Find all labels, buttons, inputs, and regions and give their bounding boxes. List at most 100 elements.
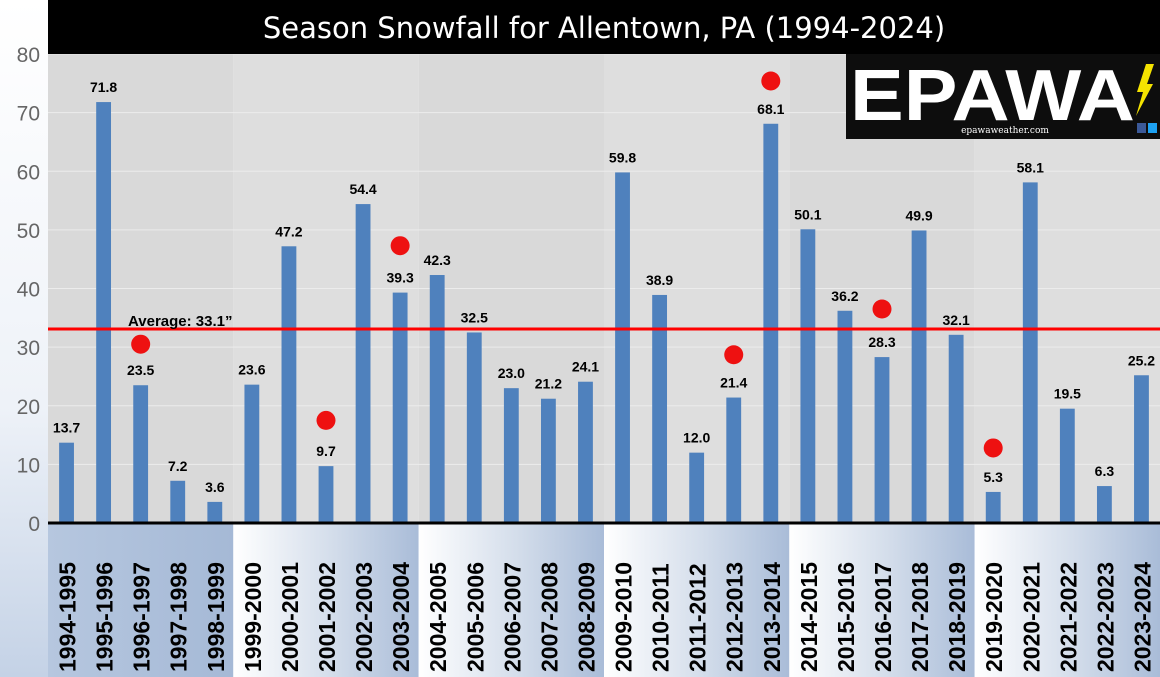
marker-dot <box>316 410 336 430</box>
value-label: 6.3 <box>1095 463 1115 479</box>
x-tick-label: 1994-1995 <box>55 562 81 672</box>
facebook-icon <box>1137 123 1146 133</box>
bar <box>244 384 260 523</box>
x-tick-label: 2006-2007 <box>499 562 525 672</box>
bar <box>874 357 890 523</box>
bar <box>837 310 853 523</box>
x-tick-label: 2015-2016 <box>833 562 859 672</box>
value-label: 23.6 <box>238 362 265 378</box>
bar <box>429 275 445 523</box>
value-label: 49.9 <box>905 207 932 223</box>
bar <box>652 294 668 523</box>
y-tick-label: 30 <box>17 337 40 360</box>
marker-dot <box>983 438 1003 458</box>
x-tick-label: 2017-2018 <box>907 562 933 672</box>
x-tick-label: 2012-2013 <box>722 562 748 672</box>
value-label: 42.3 <box>424 252 451 268</box>
value-label: 58.1 <box>1017 159 1044 175</box>
x-tick-label: 2004-2005 <box>425 562 451 672</box>
x-tick-label: 1998-1999 <box>203 562 229 672</box>
marker-dot <box>872 299 892 319</box>
value-label: 32.1 <box>943 312 970 328</box>
bar <box>355 204 371 523</box>
value-label: 7.2 <box>168 458 188 474</box>
x-tick-label: 2023-2024 <box>1129 562 1155 672</box>
value-label: 12.0 <box>683 430 710 446</box>
bar <box>1022 182 1038 524</box>
value-label: 3.6 <box>205 479 225 495</box>
value-label: 59.8 <box>609 149 636 165</box>
value-label: 39.3 <box>387 270 414 286</box>
value-label: 36.2 <box>831 288 858 304</box>
y-tick-label: 0 <box>28 513 40 536</box>
value-label: 19.5 <box>1054 386 1081 402</box>
x-tick-label: 2001-2002 <box>314 562 340 672</box>
bar <box>503 388 519 523</box>
y-tick-label: 50 <box>17 220 40 243</box>
bar <box>318 466 334 523</box>
x-tick-label: 2014-2015 <box>796 562 822 672</box>
x-tick-label: 1996-1997 <box>129 562 155 672</box>
x-tick-label: 2021-2022 <box>1055 562 1081 672</box>
value-label: 38.9 <box>646 272 673 288</box>
value-label: 23.0 <box>498 365 525 381</box>
value-label: 28.3 <box>868 334 895 350</box>
bar <box>615 172 630 524</box>
title-bar <box>48 0 1160 54</box>
bar <box>207 501 223 523</box>
value-label: 68.1 <box>757 101 784 117</box>
decade-band <box>604 523 790 677</box>
average-label: Average: 33.1” <box>128 313 233 330</box>
x-tick-label: 2005-2006 <box>462 562 488 672</box>
value-label: 50.1 <box>794 206 821 222</box>
bar <box>59 442 74 523</box>
y-tick-label: 70 <box>17 103 40 126</box>
chart-title: Season Snowfall for Allentown, PA (1994-… <box>263 11 945 45</box>
x-tick-label: 2002-2003 <box>351 562 377 672</box>
x-tick-label: 1995-1996 <box>92 562 118 672</box>
y-tick-label: 40 <box>17 279 40 302</box>
decade-band <box>48 523 234 677</box>
value-label: 21.2 <box>535 376 562 392</box>
decade-band <box>418 523 604 677</box>
value-label: 32.5 <box>461 309 488 325</box>
decade-bands <box>48 523 1160 677</box>
x-tick-label: 2022-2023 <box>1092 562 1118 672</box>
lightning-bolt-icon <box>1136 64 1154 116</box>
decade-band <box>789 523 975 677</box>
y-tick-label: 20 <box>17 396 40 419</box>
logo-site: epawaweather.com <box>961 126 1049 136</box>
x-tick-label: 2003-2004 <box>388 562 414 672</box>
marker-dot <box>724 345 744 365</box>
x-tick-label: 2000-2001 <box>277 562 303 672</box>
marker-dot <box>761 71 781 91</box>
bar <box>466 332 482 523</box>
value-label: 5.3 <box>983 469 1003 485</box>
x-tick-label: 2007-2008 <box>536 562 562 672</box>
value-label: 23.5 <box>127 362 154 378</box>
x-tick-label: 2009-2010 <box>611 562 637 672</box>
y-tick-label: 60 <box>17 161 40 184</box>
red-markers <box>131 71 1003 458</box>
bar <box>392 292 408 523</box>
marker-dot <box>131 334 151 354</box>
bar <box>96 102 112 523</box>
bar <box>1096 486 1112 523</box>
x-tick-label: 2008-2009 <box>573 562 599 672</box>
x-tick-label: 1997-1998 <box>166 562 192 672</box>
bar <box>1134 375 1149 523</box>
logo-text: EPAWA <box>850 56 1135 136</box>
x-tick-label: 2019-2020 <box>981 562 1007 672</box>
bar <box>726 397 742 523</box>
bar <box>985 491 1001 523</box>
x-tick-labels: 1994-1995 1995-1996 1996-1997 1997-1998 1998… <box>55 562 1156 672</box>
y-tick-labels: 0 10 20 30 40 50 60 70 80 <box>17 44 40 536</box>
y-axis-panel <box>0 0 48 677</box>
x-tick-label: 2013-2014 <box>759 562 785 672</box>
x-tick-label: 2010-2011 <box>648 563 674 672</box>
y-tick-label: 10 <box>17 454 40 477</box>
value-label: 25.2 <box>1128 352 1155 368</box>
bar <box>948 334 964 523</box>
x-tick-label: 2011-2012 <box>685 563 711 672</box>
